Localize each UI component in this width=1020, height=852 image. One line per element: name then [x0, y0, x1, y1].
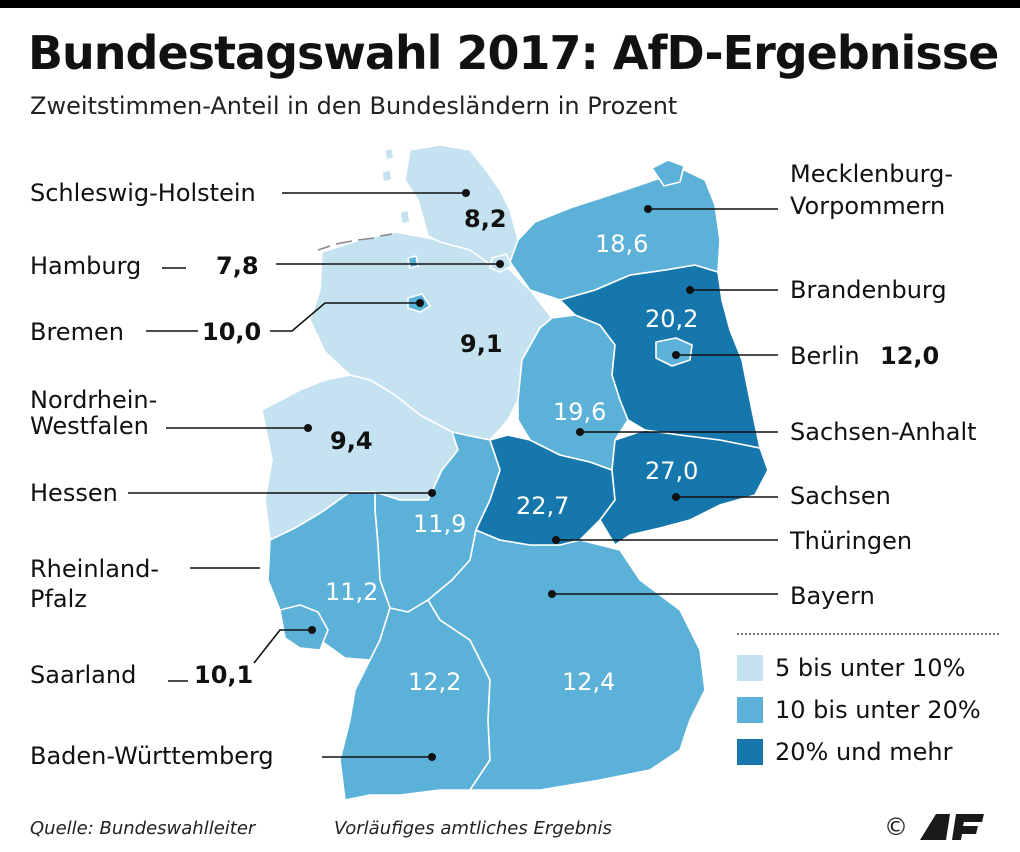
legend-swatch-mid: [737, 697, 763, 723]
label-berlin: Berlin: [790, 342, 860, 370]
label-rheinland: Rheinland-: [30, 555, 160, 583]
top-bar: [0, 0, 1020, 8]
islands-frisian: [381, 147, 411, 225]
legend-item-mid: 10 bis unter 20%: [737, 695, 981, 725]
label-sachsen-anhalt: Sachsen-Anhalt: [790, 418, 977, 446]
label-bayern: Bayern: [790, 582, 875, 610]
state-mecklenburg-vorpommern: [509, 167, 721, 301]
legend-separator: [737, 633, 999, 635]
island-ruegen: [651, 159, 685, 187]
value-baden-wuerttemberg: 12,2: [408, 668, 462, 696]
value-hamburg: 7,8: [216, 252, 259, 280]
label-hessen: Hessen: [30, 479, 118, 507]
value-sachsen: 27,0: [645, 457, 699, 485]
label-hamburg: Hamburg: [30, 252, 142, 280]
value-rheinland-pfalz: 11,2: [325, 578, 379, 606]
result-note: Vorläufiges amtliches Ergebnis: [334, 818, 612, 839]
legend-label: 5 bis unter 10%: [775, 654, 966, 682]
page-subtitle: Zweitstimmen-Anteil in den Bundesländern…: [30, 92, 678, 120]
value-saarland: 10,1: [194, 661, 254, 689]
source-note: Quelle: Bundeswahlleiter: [30, 818, 256, 839]
label-nordrhein: Nordrhein-: [30, 386, 158, 414]
value-schleswig-holstein: 8,2: [464, 205, 507, 233]
copyright-symbol: ©: [884, 813, 908, 841]
islands-east-frisian: [317, 233, 393, 251]
value-niedersachsen: 9,1: [460, 330, 503, 358]
label-sachsen: Sachsen: [790, 482, 891, 510]
legend-label: 10 bis unter 20%: [775, 696, 981, 724]
legend-item-dark: 20% und mehr: [737, 737, 952, 767]
label-saarland: Saarland: [30, 661, 137, 689]
label-vorpommern: Vorpommern: [790, 192, 946, 220]
label-pfalz: Pfalz: [30, 585, 87, 613]
legend-swatch-dark: [737, 739, 763, 765]
value-bayern: 12,4: [562, 668, 616, 696]
leader-lines: [128, 192, 778, 758]
page-title: Bundestagswahl 2017: AfD-Ergebnisse: [28, 26, 999, 80]
afp-logo: [920, 814, 984, 840]
legend-item-light: 5 bis unter 10%: [737, 653, 965, 683]
label-brandenburg: Brandenburg: [790, 276, 947, 304]
legend-label: 20% und mehr: [775, 738, 953, 766]
value-hessen: 11,9: [413, 510, 467, 538]
state-saarland: [279, 604, 329, 651]
leader-dots: [304, 189, 694, 761]
label-baden-wuerttemberg: Baden-Württemberg: [30, 742, 274, 770]
value-mecklenburg-vorpommern: 18,6: [595, 230, 649, 258]
legend-swatch-light: [737, 655, 763, 681]
label-thueringen: Thüringen: [790, 527, 913, 555]
value-brandenburg: 20,2: [645, 305, 699, 333]
state-sachsen: [599, 429, 769, 546]
label-bremen: Bremen: [30, 318, 124, 346]
value-thueringen: 22,7: [516, 492, 570, 520]
value-berlin: 12,0: [880, 342, 940, 370]
label-mecklenburg: Mecklenburg-: [790, 160, 953, 188]
value-nordrhein-westfalen: 9,4: [330, 427, 373, 455]
value-sachsen-anhalt: 19,6: [553, 398, 607, 426]
state-bremen-bremerhaven: [407, 255, 419, 269]
label-westfalen: Westfalen: [30, 412, 149, 440]
value-bremen: 10,0: [202, 318, 262, 346]
label-schleswig-holstein: Schleswig-Holstein: [30, 179, 256, 207]
